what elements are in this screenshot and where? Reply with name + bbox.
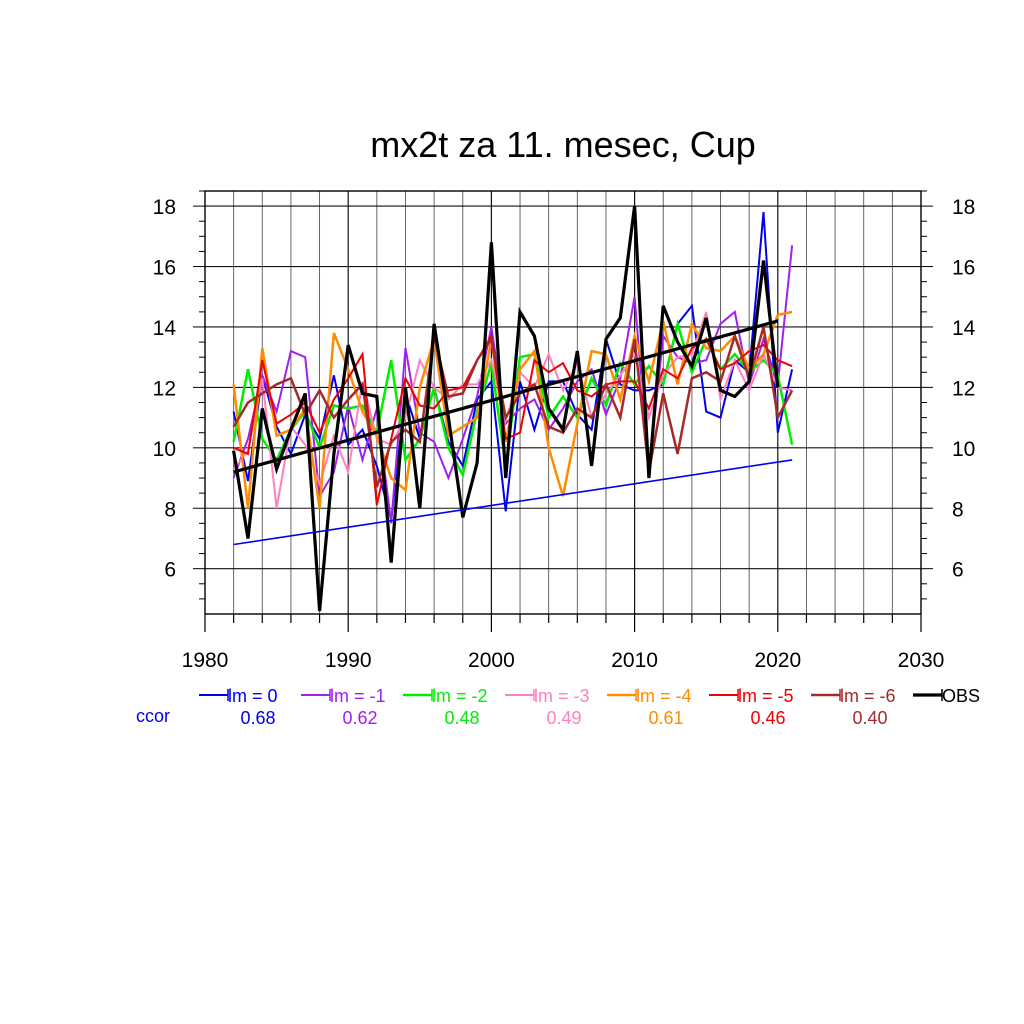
ccor-label: ccor [136,706,170,726]
y-tick-label-left: 6 [164,559,176,582]
legend-ccor-value: 0.46 [750,708,785,728]
y-tick-label-left: 16 [153,257,176,280]
legend-label: lm = -3 [534,686,590,706]
y-tick-label-right: 6 [952,559,964,582]
legend-label: OBS [942,686,980,706]
x-tick-label: 2000 [468,649,515,672]
x-tick-label: 2030 [898,649,945,672]
x-tick-label: 1980 [182,649,229,672]
legend-label: lm = 0 [228,686,278,706]
y-tick-label-right: 12 [952,377,975,400]
legend-label: lm = -2 [432,686,488,706]
y-tick-label-left: 18 [153,196,176,219]
y-tick-label-right: 14 [952,317,976,340]
legend-ccor-value: 0.61 [648,708,683,728]
chart-title: mx2t za 11. mesec, Cup [370,124,756,165]
y-tick-label-right: 8 [952,498,964,521]
trend-line [233,319,779,474]
trend-line [233,459,793,546]
grid [205,191,921,614]
x-tick-label: 2020 [754,649,801,672]
y-tick-label-right: 10 [952,438,975,461]
x-tick-label: 2010 [611,649,658,672]
y-tick-label-right: 16 [952,257,975,280]
y-tick-label-left: 8 [164,498,176,521]
legend-ccor-value: 0.68 [240,708,275,728]
y-tick-label-right: 18 [952,196,975,219]
series-line [232,205,780,612]
legend-ccor-value: 0.62 [342,708,377,728]
axes: 1980 1990 2000 2010 2020 2030 6 6 8 8 10 10 12 12 14 14… [153,190,976,672]
legend-label: lm = -5 [738,686,794,706]
legend-label: lm = -6 [840,686,896,706]
legend-ccor-value: 0.48 [444,708,479,728]
legend-label: lm = -1 [330,686,386,706]
series-lines [232,205,794,612]
legend-ccor-value: 0.40 [852,708,887,728]
x-tick-label: 1990 [325,649,372,672]
y-tick-label-left: 14 [153,317,177,340]
legend-label: lm = -4 [636,686,692,706]
y-tick-label-left: 10 [153,438,176,461]
legend-ccor-value: 0.49 [546,708,581,728]
y-tick-label-left: 12 [153,377,176,400]
